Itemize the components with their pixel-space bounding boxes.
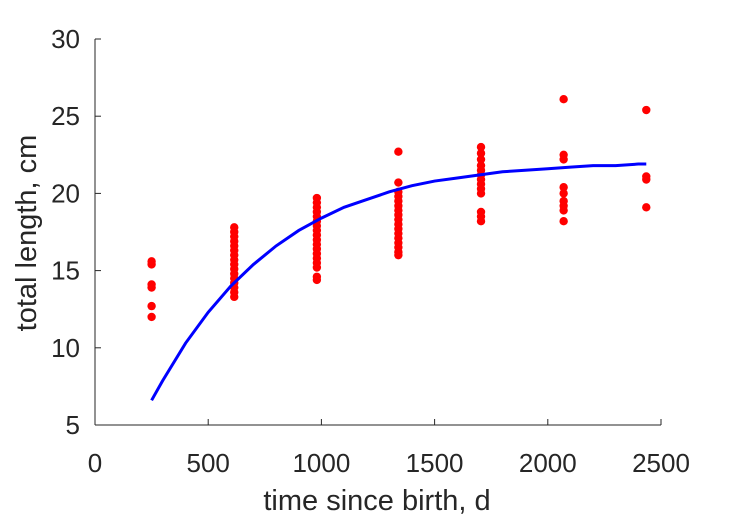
- data-point: [476, 149, 486, 158]
- data-point: [476, 142, 486, 152]
- data-point: [476, 216, 486, 226]
- data-point: [394, 178, 403, 187]
- data-point: [394, 250, 403, 260]
- x-tick-label: 1500: [406, 448, 464, 478]
- data-point: [476, 155, 486, 164]
- data-point: [559, 189, 568, 198]
- data-point: [312, 275, 322, 285]
- x-tick-label: 1000: [292, 448, 350, 478]
- plot-marks: [147, 95, 651, 402]
- data-point: [230, 292, 239, 302]
- x-axis-label: time since birth, d: [263, 485, 490, 517]
- data-point: [559, 216, 568, 226]
- y-tick-label: 10: [51, 333, 80, 363]
- x-tick-label: 500: [187, 448, 230, 478]
- x-tick-label: 2000: [519, 448, 577, 478]
- data-point: [476, 189, 486, 198]
- data-point: [147, 283, 156, 292]
- axes: 0 500 1000 1500 2000 2500 5 10 15 20 25 30: [51, 24, 690, 478]
- data-point: [312, 263, 322, 272]
- x-tick-label: 2500: [632, 448, 690, 478]
- y-tick-label: 20: [51, 178, 80, 208]
- data-point: [559, 206, 568, 215]
- data-point: [642, 175, 651, 184]
- data-point: [642, 105, 651, 115]
- x-tick-label: 0: [88, 448, 102, 478]
- y-tick-label: 30: [51, 24, 80, 54]
- y-tick-label: 15: [51, 256, 80, 286]
- fit-curve: [150, 162, 647, 402]
- data-point: [147, 301, 156, 311]
- data-point: [147, 312, 156, 322]
- y-tick-label: 5: [66, 410, 80, 440]
- y-axis-label: total length, cm: [11, 135, 43, 332]
- data-point: [559, 95, 568, 104]
- data-point: [394, 147, 403, 156]
- data-point: [559, 183, 568, 192]
- data-point: [642, 203, 651, 212]
- data-point: [147, 260, 156, 269]
- y-tick-label: 25: [51, 101, 80, 131]
- data-point: [559, 155, 568, 164]
